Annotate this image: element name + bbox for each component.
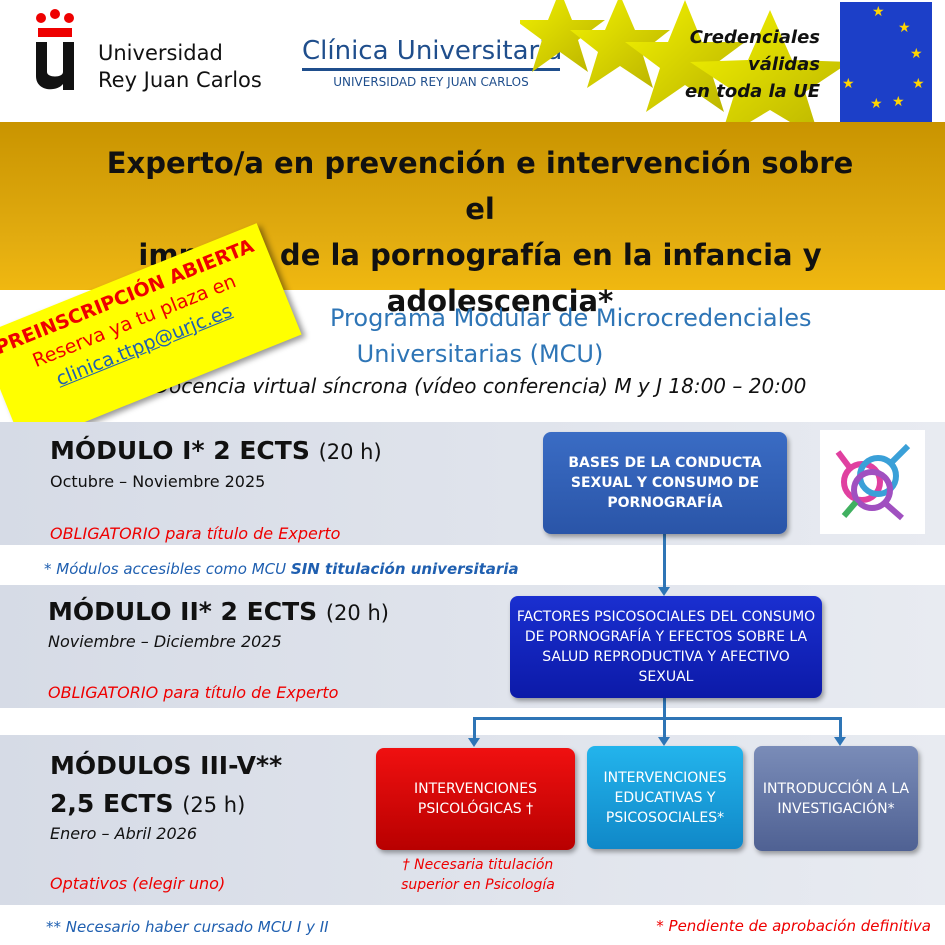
mcu-prerequisite-note: ** Necesario haber cursado MCU I y II — [46, 918, 329, 936]
module-1-band — [0, 422, 945, 545]
mcu-note-bold: SIN titulación universitaria — [290, 560, 519, 578]
pending-approval-note: * Pendiente de aprobación definitiva — [656, 917, 931, 935]
module-2-heading: MÓDULO II* 2 ECTS (20 h) — [48, 597, 389, 626]
psych-note-line: superior en Psicología — [401, 877, 555, 893]
svg-text:★: ★ — [842, 76, 855, 92]
program-heading: Programa Modular de Microcredenciales Un… — [300, 300, 812, 372]
module-1-heading: MÓDULO I* 2 ECTS (20 h) — [50, 436, 382, 465]
module-2-dates: Noviembre – Diciembre 2025 — [48, 632, 282, 651]
module-1-title: MÓDULO I* 2 ECTS — [50, 436, 310, 465]
stars-decoration-icon — [520, 0, 840, 122]
box-educativas: INTERVENCIONES EDUCATIVAS Y PSICOSOCIALE… — [587, 746, 743, 849]
title-line: adolescencia* — [386, 284, 614, 318]
urjc-name-line1: Universidad — [98, 41, 223, 65]
program-line1: Programa Modular de Microcredenciales — [330, 304, 812, 332]
arrow-icon — [468, 738, 480, 747]
connector — [663, 698, 666, 720]
module-1-requirement: OBLIGATORIO para título de Experto — [50, 524, 341, 543]
svg-text:★: ★ — [910, 46, 923, 62]
arrow-icon — [658, 587, 670, 596]
box-invest-text: INTRODUCCIÓN A LA INVESTIGACIÓN* — [762, 780, 910, 817]
eu-credentials-text: Credenciales válidas en toda la UE — [650, 24, 820, 105]
connector — [473, 717, 476, 739]
module-2-requirement: OBLIGATORIO para título de Experto — [48, 683, 339, 702]
connector — [473, 717, 842, 720]
arrow-icon — [658, 737, 670, 746]
box-bases: BASES DE LA CONDUCTA SEXUAL Y CONSUMO DE… — [543, 432, 787, 534]
urjc-logo: Universidad Rey Juan Carlos — [30, 8, 280, 108]
clinica-sub: UNIVERSIDAD REY JUAN CARLOS — [333, 75, 529, 89]
gender-symbols-image — [820, 430, 925, 534]
eu-text-line: Credenciales — [689, 27, 820, 48]
box-educ-text: INTERVENCIONES EDUCATIVAS Y PSICOSOCIALE… — [603, 769, 727, 826]
urjc-emblem-icon — [36, 9, 74, 90]
title-line: Experto/a en prevención e intervención s… — [106, 146, 854, 226]
box-investigacion: INTRODUCCIÓN A LA INVESTIGACIÓN* — [754, 746, 918, 851]
eu-flag-icon: ★ ★ ★ ★ ★ ★ ★ — [840, 2, 932, 122]
svg-text:★: ★ — [898, 20, 911, 36]
arrow-icon — [834, 737, 846, 746]
psych-note-line: † Necesaria titulación — [402, 857, 554, 873]
box-factores: FACTORES PSICOSOCIALES DEL CONSUMO DE PO… — [510, 596, 822, 698]
box-bases-text: BASES DE LA CONDUCTA SEXUAL Y CONSUMO DE… — [568, 455, 762, 511]
module-2-title: MÓDULO II* 2 ECTS — [48, 597, 318, 626]
svg-text:★: ★ — [872, 4, 885, 20]
module-3-hours: (25 h) — [182, 793, 246, 817]
module-1-dates: Octubre – Noviembre 2025 — [50, 472, 266, 491]
box-factores-text: FACTORES PSICOSOCIALES DEL CONSUMO DE PO… — [516, 609, 816, 685]
eu-text-line: válidas — [748, 54, 820, 75]
gender-symbols-icon — [835, 443, 911, 521]
connector — [839, 717, 842, 739]
svg-text:★: ★ — [870, 96, 883, 112]
box-psico-text: INTERVENCIONES PSICOLÓGICAS † — [414, 781, 537, 817]
module-3-requirement: Optativos (elegir uno) — [50, 874, 226, 893]
module-3-dates: Enero – Abril 2026 — [50, 824, 198, 843]
module-2-hours: (20 h) — [325, 601, 389, 625]
svg-text:★: ★ — [912, 76, 925, 92]
box-psicologicas: INTERVENCIONES PSICOLÓGICAS † — [376, 748, 575, 850]
psychology-note: † Necesaria titulación superior en Psico… — [378, 855, 578, 895]
module-3-ects: 2,5 ECTS — [50, 789, 174, 818]
mcu-note-text: * Módulos accesibles como MCU — [44, 560, 291, 578]
connector — [663, 717, 666, 739]
urjc-name-line2: Rey Juan Carlos — [98, 68, 262, 92]
clinica-logo: Clínica Universitaria UNIVERSIDAD REY JU… — [302, 36, 563, 89]
program-line2: Universitarias (MCU) — [356, 340, 604, 368]
connector — [663, 534, 666, 588]
clinica-name: Clínica Universitaria — [302, 36, 563, 66]
module-1-hours: (20 h) — [318, 440, 382, 464]
mcu-note: * Módulos accesibles como MCU SIN titula… — [44, 560, 519, 578]
module-3-heading: MÓDULOS III-V** 2,5 ECTS (25 h) — [50, 747, 282, 824]
eu-text-line: en toda la UE — [684, 81, 820, 102]
module-3-title: MÓDULOS III-V** — [50, 751, 283, 780]
schedule-text: Docencia virtual síncrona (vídeo confere… — [153, 374, 807, 398]
svg-text:★: ★ — [892, 94, 905, 110]
